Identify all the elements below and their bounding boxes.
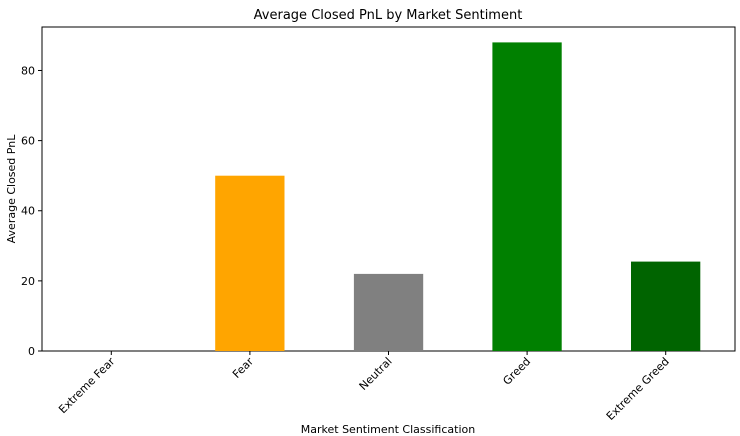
bar-extreme-greed (631, 261, 701, 351)
y-axis-ticks: 0 20 40 60 80 (21, 64, 42, 358)
y-tick-label-20: 20 (21, 275, 35, 288)
x-tick-label-extreme-fear: Extreme Fear (56, 355, 118, 417)
bar-greed (492, 42, 562, 352)
x-tick-label-extreme-greed: Extreme Greed (604, 355, 672, 423)
x-axis-label: Market Sentiment Classification (301, 423, 475, 436)
x-tick-label-greed: Greed (500, 355, 533, 388)
y-axis-label: Average Closed PnL (5, 134, 18, 244)
y-tick-label-80: 80 (21, 64, 35, 77)
chart-title: Average Closed PnL by Market Sentiment (254, 8, 523, 23)
y-tick-label-60: 60 (21, 135, 35, 148)
x-tick-label-fear: Fear (230, 355, 256, 381)
bar-fear (215, 175, 285, 351)
x-axis-ticks: Extreme Fear Fear Neutral Greed Extreme Gree… (56, 351, 672, 423)
y-tick-label-0: 0 (28, 345, 35, 358)
y-tick-label-40: 40 (21, 205, 35, 218)
bar-neutral (353, 273, 424, 351)
bars-group (215, 42, 701, 352)
x-tick-label-neutral: Neutral (357, 355, 395, 393)
